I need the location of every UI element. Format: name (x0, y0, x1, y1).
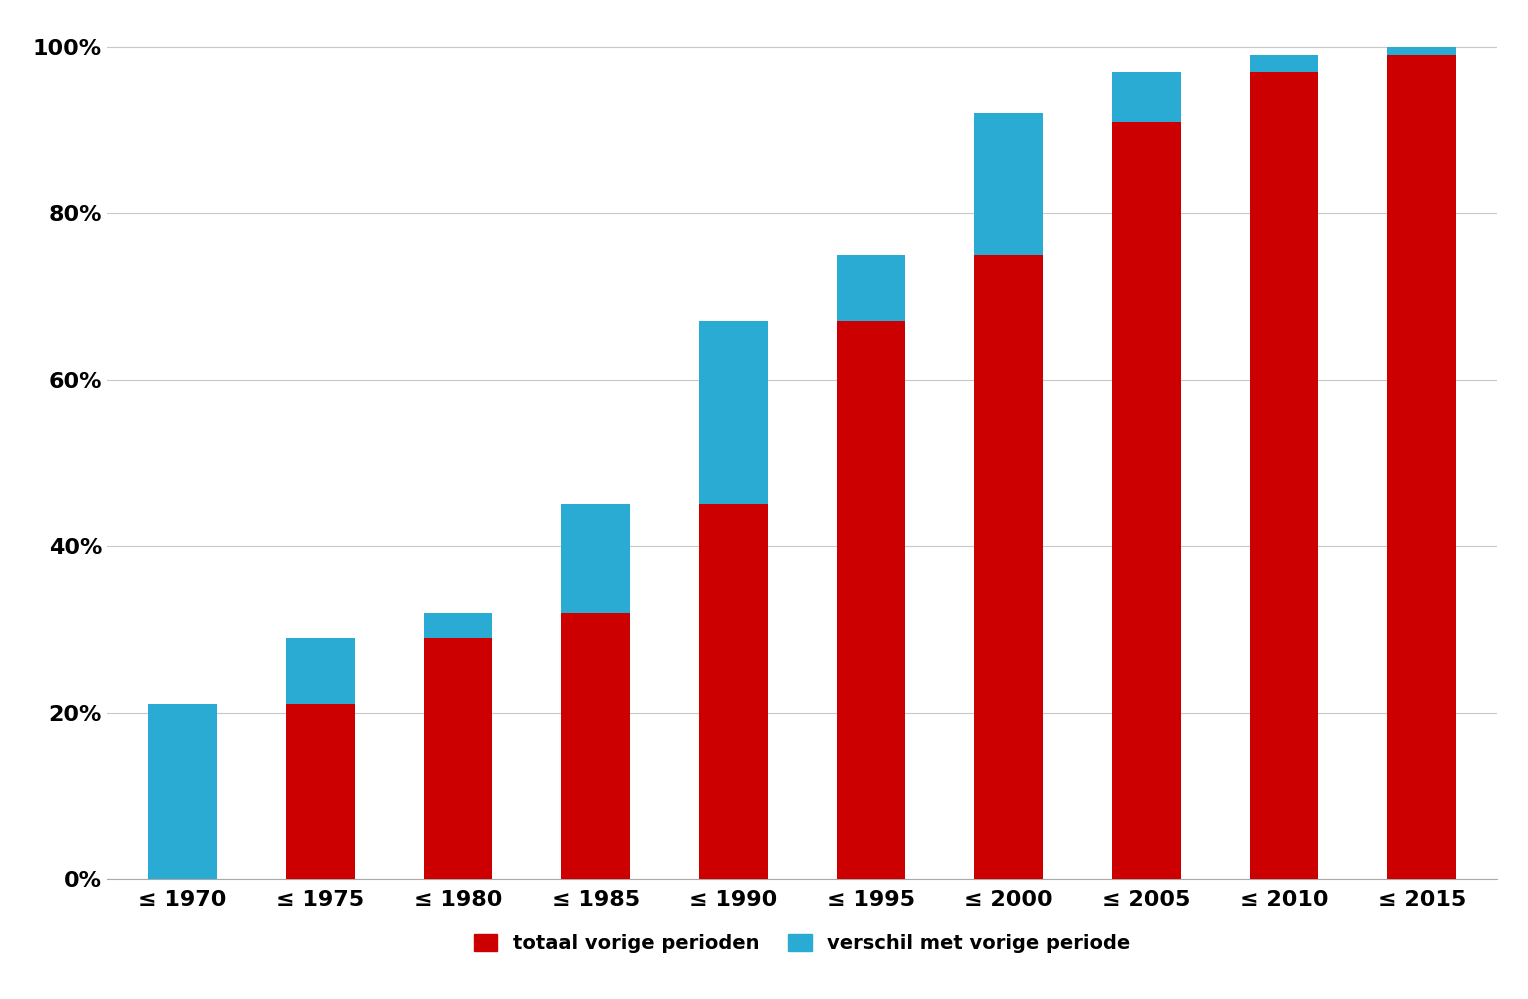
Bar (286, 704, 354, 879)
Bar (698, 504, 767, 879)
Bar (1387, 55, 1456, 879)
Bar (1387, 47, 1456, 55)
Bar (1250, 55, 1319, 72)
Bar (1250, 72, 1319, 879)
Bar (837, 322, 906, 879)
Bar (975, 255, 1044, 879)
Legend: totaal vorige perioden, verschil met vorige periode: totaal vorige perioden, verschil met vor… (465, 924, 1140, 963)
Bar (975, 113, 1044, 255)
Bar (423, 612, 492, 637)
Bar (698, 322, 767, 504)
Bar (561, 612, 630, 879)
Bar (1112, 72, 1181, 122)
Bar (837, 255, 906, 322)
Bar (1112, 122, 1181, 879)
Bar (148, 704, 217, 879)
Bar (286, 637, 354, 704)
Bar (423, 637, 492, 879)
Bar (561, 504, 630, 612)
